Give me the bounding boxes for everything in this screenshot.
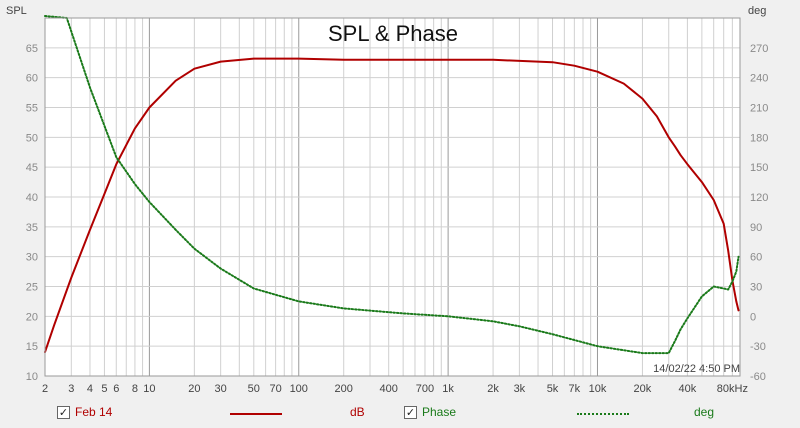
y-left-tick-label: 15 [26,341,38,353]
x-tick-label: 1k [442,383,454,395]
y-left-tick-label: 30 [26,252,38,264]
x-tick-label: 6 [113,383,119,395]
y-left-tick-label: 40 [26,192,38,204]
y-right-tick-label: -60 [750,371,766,383]
feb14-checkbox[interactable]: ✓ [57,405,70,419]
x-tick-label: 20k [634,383,652,395]
y-left-tick-label: 45 [26,162,38,174]
y-right-axis-ticks: -60 -30 0 30 60 90 120 150 180 210 240 270 [750,43,768,383]
y-right-tick-label: 210 [750,103,768,115]
y-right-tick-label: 30 [750,282,762,294]
x-tick-label: 3k [514,383,526,395]
timestamp-annotation: 14/02/22 4:50 PM [653,363,740,375]
x-tick-label: 200 [335,383,353,395]
y-right-tick-label: 180 [750,132,768,144]
x-tick-label: 70 [269,383,281,395]
x-tick-label: 8 [132,383,138,395]
y-left-tick-label: 50 [26,132,38,144]
y-right-tick-label: 60 [750,252,762,264]
x-tick-label: 700 [416,383,434,395]
y-right-tick-label: 90 [750,222,762,234]
legend: ✓ Feb 14 dB ✓ Phase deg [0,405,800,423]
y-right-tick-label: -30 [750,341,766,353]
x-tick-label: 4 [87,383,93,395]
y-right-tick-label: 270 [750,43,768,55]
y-left-tick-label: 65 [26,43,38,55]
plot-border [44,17,741,377]
x-tick-label: 7k [569,383,581,395]
x-tick-label: 40k [679,383,697,395]
x-tick-label: 5k [547,383,559,395]
legend-unit-deg: deg [694,405,715,419]
y-left-axis-label: SPL [6,5,27,17]
y-left-tick-label: 60 [26,73,38,85]
x-tick-label: 2 [42,383,48,395]
x-tick-label: 10 [143,383,155,395]
y-right-tick-label: 240 [750,73,768,85]
x-tick-label: 2k [487,383,499,395]
y-right-axis-label: deg [748,5,766,17]
x-tick-label: 5 [101,383,107,395]
x-tick-label: 100 [290,383,308,395]
x-axis-ticks: 2 3 4 5 6 8 10 20 30 50 70 100 200 400 700 1k 2k 3k 5k 7k 10… [42,383,748,395]
x-tick-label: 30 [215,383,227,395]
series-line-dB [44,57,740,354]
x-tick-label: 20 [188,383,200,395]
y-right-tick-label: 0 [750,311,756,323]
y-left-tick-label: 25 [26,282,38,294]
y-left-tick-label: 10 [26,371,38,383]
legend-swatch-deg [577,413,629,415]
y-right-tick-label: 120 [750,192,768,204]
phase-label: Phase [422,405,457,419]
y-left-tick-label: 55 [26,103,38,115]
legend-unit-db: dB [350,405,365,419]
x-tick-label: 3 [68,383,74,395]
phase-checkbox[interactable]: ✓ [404,405,417,419]
y-right-tick-label: 150 [750,162,768,174]
legend-unit-deg-wrap: deg [694,405,714,419]
legend-item-feb14[interactable]: ✓ Feb 14 [57,405,112,419]
legend-swatch-db [230,413,282,415]
x-tick-label: 400 [380,383,398,395]
y-left-tick-label: 35 [26,222,38,234]
y-left-axis-ticks: 10 15 20 25 30 35 40 45 50 55 60 65 [26,43,38,383]
series-line-deg [44,15,740,355]
series-layer [44,15,740,355]
chart-title: SPL & Phase [328,21,458,46]
legend-unit-db-wrap: dB [350,405,365,419]
x-tick-label: 80kHz [717,383,748,395]
y-left-tick-label: 20 [26,311,38,323]
feb14-label: Feb 14 [75,405,113,419]
x-tick-label: 50 [248,383,260,395]
legend-item-phase[interactable]: ✓ Phase [404,405,456,419]
x-tick-label: 10k [589,383,607,395]
